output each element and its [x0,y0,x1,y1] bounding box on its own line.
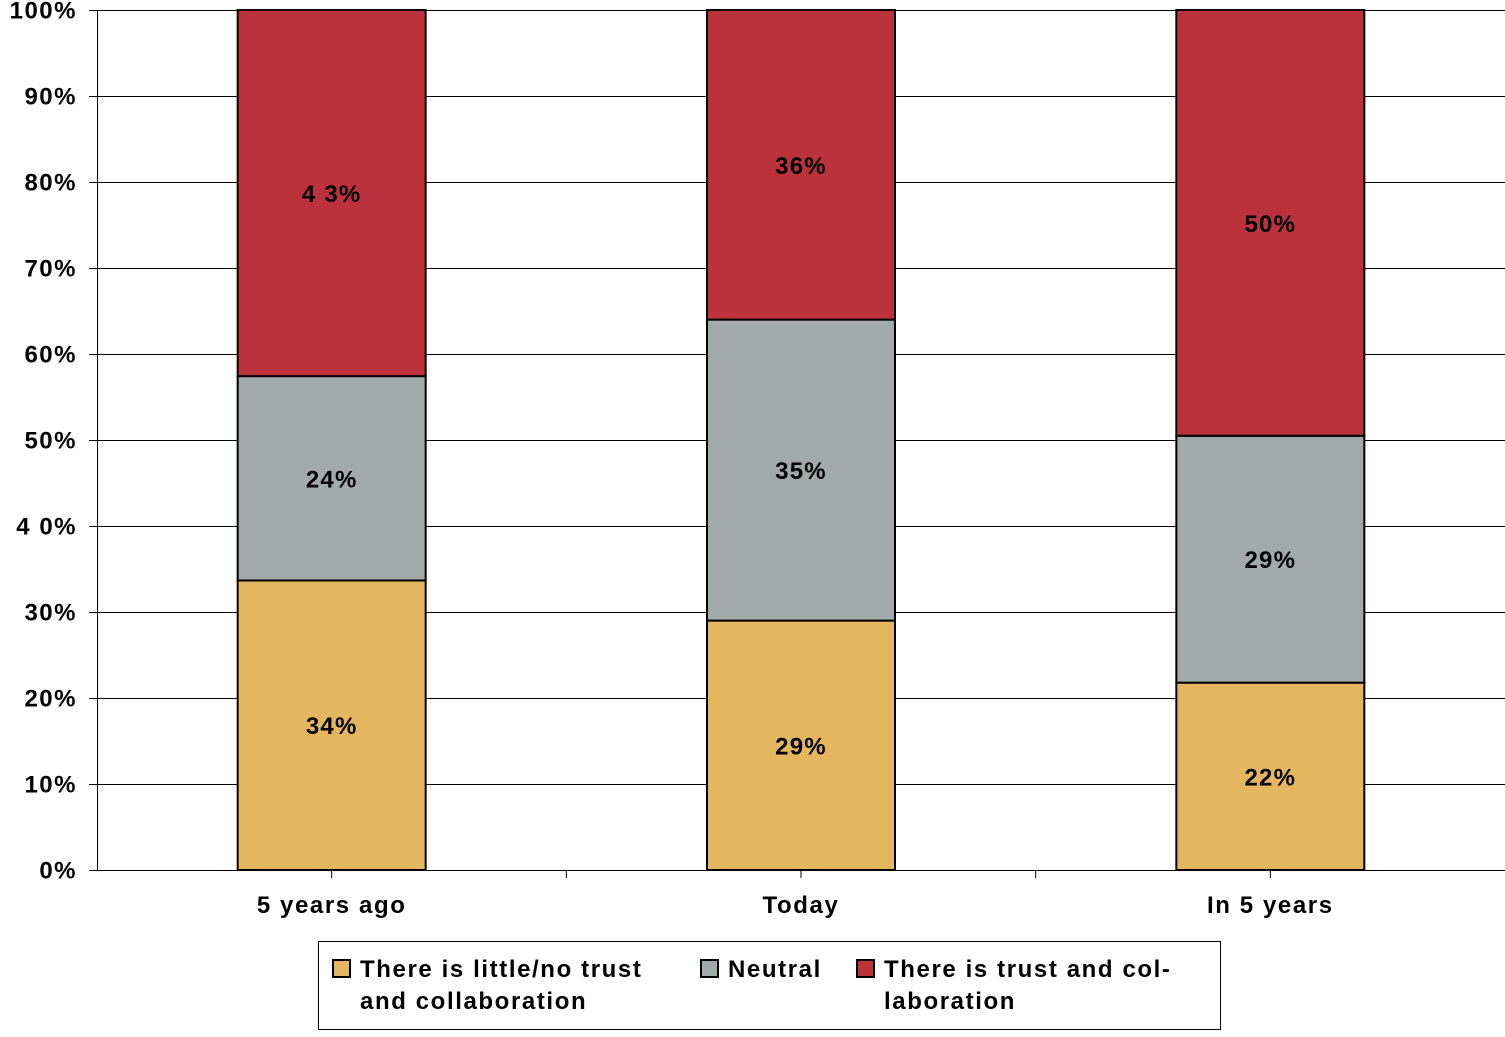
data-label: 24% [306,466,358,493]
y-tick-label: 80% [24,170,77,197]
y-tick-label: 70% [24,256,77,283]
data-label: 29% [775,733,827,760]
bar-segment [1175,9,1366,437]
x-tick-label: In 5 years [1207,892,1334,919]
y-tick-label: 60% [24,342,77,369]
y-tick-label: 4 0% [16,514,77,541]
legend-label-trust: There is trust and col- laboration [884,956,1172,1015]
data-label: 4 3% [302,181,362,208]
y-tick-label: 90% [24,84,77,111]
y-tick-label: 50% [24,428,77,455]
legend-item-trust: There is trust and col- laboration [856,954,1172,1018]
legend-swatch-trust [856,959,875,978]
bar-segment [236,579,427,871]
y-tick-label: 10% [24,772,77,799]
x-tick-label: Today [763,892,840,919]
bar-segment [1175,681,1366,872]
data-label: 50% [1245,211,1297,238]
data-label: 36% [775,153,827,180]
y-tick-label: 100% [10,0,77,25]
chart-legend: There is little/no trust and collaborati… [318,941,1221,1030]
legend-swatch-neutral [700,959,719,978]
data-label: 22% [1245,764,1297,791]
bar-segment [1175,434,1366,684]
legend-swatch-little-no-trust [332,959,351,978]
y-tick-label: 20% [24,686,77,713]
bar-segment [706,9,896,321]
y-tick-label: 0% [39,858,77,885]
legend-item-little-no-trust: There is little/no trust and collaborati… [332,954,642,1018]
legend-label-little-no-trust: There is little/no trust and collaborati… [360,956,643,1015]
x-tick-label: 5 years ago [257,892,407,919]
data-label: 34% [306,713,358,740]
y-tick-label: 30% [24,600,77,627]
data-label: 35% [775,458,827,485]
bar-segment [706,318,896,622]
data-label: 29% [1245,547,1297,574]
legend-item-neutral: Neutral [700,954,822,986]
bar-segment [706,619,896,871]
bar-segment [236,9,427,378]
bar-segment [236,375,427,582]
legend-label-neutral: Neutral [728,956,822,983]
